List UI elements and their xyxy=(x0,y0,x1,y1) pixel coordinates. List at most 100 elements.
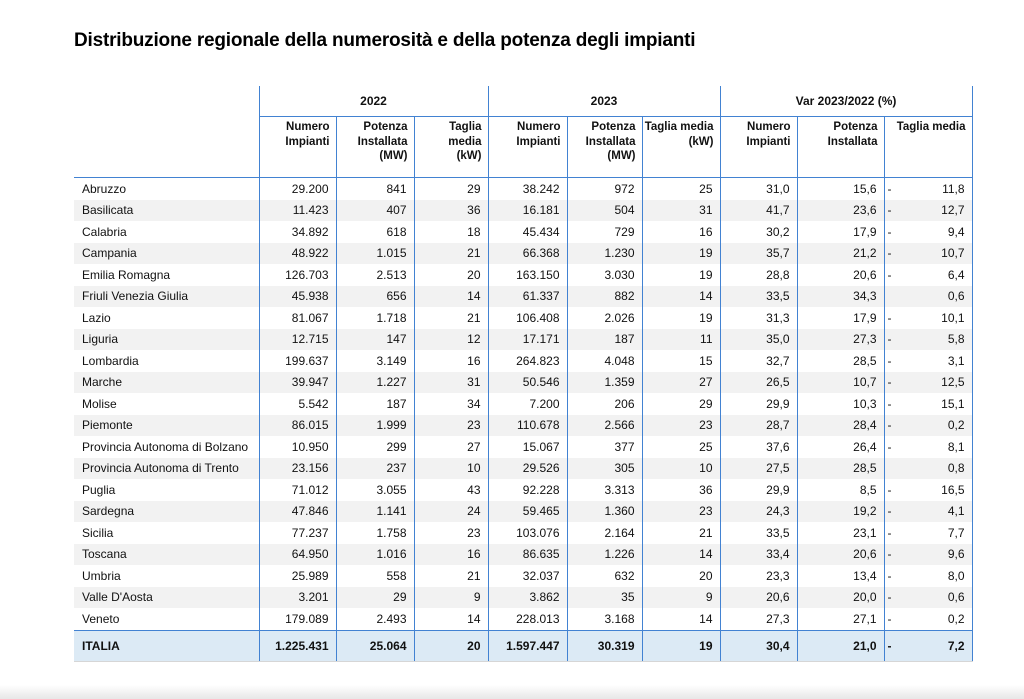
negative-sign: - xyxy=(887,439,892,454)
value-text: 9,4 xyxy=(947,224,965,239)
value-text: 12,5 xyxy=(941,375,965,390)
value-cell: 1.015 xyxy=(335,242,414,264)
table-row: Valle D'Aosta 3.201 29 9 3.862 35 9 20,6 20,0-0,… xyxy=(74,586,973,608)
value-cell-taglia-var: - 3,1 xyxy=(883,350,973,372)
column-group-label: Var 2023/2022 (%) xyxy=(719,86,973,117)
table-row: Basilicata 11.423 407 36 16.181 504 31 41,7 23,6… xyxy=(74,199,973,221)
value-cell: 36 xyxy=(641,479,720,501)
value-cell: 32.037 xyxy=(487,565,567,587)
value-cell: 179.089 xyxy=(258,608,336,630)
value-cell: 841 xyxy=(335,177,414,200)
value-cell: 3.149 xyxy=(335,350,414,372)
value-cell-taglia-var: - 7,2 xyxy=(883,629,973,662)
table-row: Campania 48.922 1.015 21 66.368 1.230 19 35,7 21… xyxy=(74,242,973,264)
value-cell: 16 xyxy=(413,543,488,565)
value-text: 8,0 xyxy=(947,568,965,583)
region-name: Campania xyxy=(82,246,137,261)
value-cell: 27 xyxy=(413,436,488,458)
value-cell: 28,7 xyxy=(719,414,797,436)
value-cell-taglia-var: - 5,8 xyxy=(883,328,973,350)
value-cell: 25.064 xyxy=(335,629,414,662)
value-cell: 30.319 xyxy=(566,629,642,662)
value-cell: 3.168 xyxy=(566,608,642,630)
value-cell: 21,0 xyxy=(796,629,884,662)
region-name: Lombardia xyxy=(82,353,139,368)
value-cell: 2.164 xyxy=(566,522,642,544)
negative-sign: - xyxy=(887,396,892,411)
value-cell: 237 xyxy=(335,457,414,479)
value-cell: 2.493 xyxy=(335,608,414,630)
region-name: Umbria xyxy=(82,568,121,583)
value-cell: 2.566 xyxy=(566,414,642,436)
value-cell: 29.526 xyxy=(487,457,567,479)
value-cell: 23,3 xyxy=(719,565,797,587)
value-cell: 24,3 xyxy=(719,500,797,522)
value-text: 5,8 xyxy=(947,332,965,347)
value-cell: 19 xyxy=(641,629,720,662)
value-cell: 31 xyxy=(641,199,720,221)
value-cell-taglia-var: - 0,2 xyxy=(883,608,973,630)
region-name: Toscana xyxy=(82,547,127,562)
value-cell: 21 xyxy=(413,565,488,587)
value-text: 9,6 xyxy=(947,547,965,562)
negative-sign: - xyxy=(887,504,892,519)
column-group-label: 2022 xyxy=(258,86,488,117)
table-row: Liguria 12.715 147 12 17.171 187 11 35,0 27,3- 5,… xyxy=(74,328,973,350)
table-row: Lazio 81.067 1.718 21 106.408 2.026 19 31,3 17,9… xyxy=(74,307,973,329)
value-cell: 882 xyxy=(566,285,642,307)
value-text: 6,4 xyxy=(947,267,965,282)
value-cell: 41,7 xyxy=(719,199,797,221)
value-cell: 1.359 xyxy=(566,371,642,393)
negative-sign: - xyxy=(887,590,892,605)
value-cell: 19 xyxy=(641,242,720,264)
value-cell: 86.015 xyxy=(258,414,336,436)
table-row: Veneto 179.089 2.493 14 228.013 3.168 14 27,3 27… xyxy=(74,608,973,630)
negative-sign: - xyxy=(887,353,892,368)
value-cell: 31,3 xyxy=(719,307,797,329)
value-cell: 15 xyxy=(641,350,720,372)
value-cell: 66.368 xyxy=(487,242,567,264)
value-cell-taglia-var: - 12,5 xyxy=(883,371,973,393)
value-cell: 729 xyxy=(566,221,642,243)
value-cell: 10.950 xyxy=(258,436,336,458)
value-cell: 26,5 xyxy=(719,371,797,393)
negative-sign: - xyxy=(887,482,892,497)
table-row: Calabria 34.892 618 18 45.434 729 16 30,2 17,9- 9… xyxy=(74,221,973,243)
value-cell: 21 xyxy=(413,307,488,329)
value-cell: 17,9 xyxy=(796,307,884,329)
negative-sign: - xyxy=(887,267,892,282)
value-cell: 19,2 xyxy=(796,500,884,522)
column-header: Potenza Installata (MW) xyxy=(335,116,414,178)
value-cell: 10 xyxy=(641,457,720,479)
value-cell: 9 xyxy=(641,586,720,608)
region-name: Puglia xyxy=(82,482,116,497)
negative-sign: - xyxy=(887,310,892,325)
value-cell: 30,4 xyxy=(719,629,797,662)
negative-sign: - xyxy=(887,611,892,626)
value-cell: 29,9 xyxy=(719,479,797,501)
value-cell: 21 xyxy=(413,242,488,264)
value-cell: 632 xyxy=(566,565,642,587)
region-name: Sardegna xyxy=(82,504,135,519)
column-header: Numero Impianti xyxy=(487,116,567,178)
value-cell: 4.048 xyxy=(566,350,642,372)
value-cell: 264.823 xyxy=(487,350,567,372)
value-cell: 11.423 xyxy=(258,199,336,221)
value-cell: 3.313 xyxy=(566,479,642,501)
table-row: Puglia 71.012 3.055 43 92.228 3.313 36 29,9 8,5-… xyxy=(74,479,973,501)
value-text: 0,2 xyxy=(947,611,965,626)
value-cell: 34.892 xyxy=(258,221,336,243)
value-cell-taglia-var: - 4,1 xyxy=(883,500,973,522)
value-cell: 972 xyxy=(566,177,642,200)
value-cell: 37,6 xyxy=(719,436,797,458)
value-cell: 656 xyxy=(335,285,414,307)
negative-sign: - xyxy=(887,418,892,433)
value-text: 11,8 xyxy=(942,181,965,196)
table-row: Provincia Autonoma di Trento 23.156 237 10 2… xyxy=(74,457,973,479)
value-cell: 21,2 xyxy=(796,242,884,264)
value-cell: 25 xyxy=(641,177,720,200)
value-cell: 24 xyxy=(413,500,488,522)
value-cell: 7.200 xyxy=(487,393,567,415)
region-name: Emilia Romagna xyxy=(82,267,171,282)
value-cell: 8,5 xyxy=(796,479,884,501)
